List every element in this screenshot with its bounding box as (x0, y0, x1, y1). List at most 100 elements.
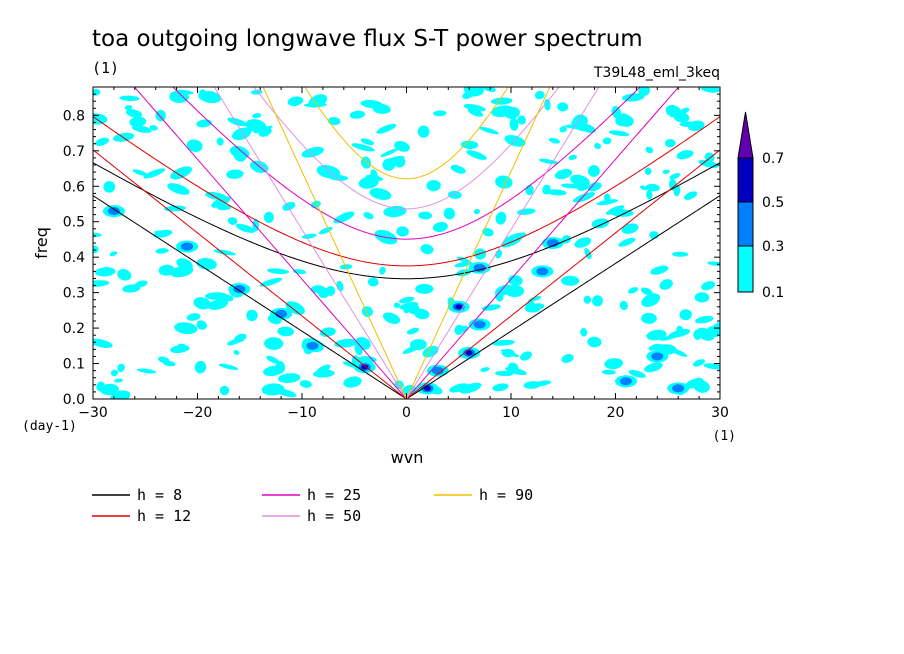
kelvin-curve (262, 87, 551, 399)
contour-blob (554, 168, 573, 180)
contour-blob (420, 244, 434, 255)
peak-contour-mid (619, 377, 632, 386)
x-tick-label: 20 (607, 405, 625, 421)
x-tick-label: −10 (287, 405, 317, 421)
colorbar-label: 0.1 (762, 285, 784, 301)
contour-blob (170, 344, 190, 354)
kelvin-curve (93, 195, 720, 399)
x-tick-label: −20 (183, 405, 213, 421)
contour-blob (246, 309, 258, 322)
contour-blob (319, 327, 336, 337)
contour-blob (672, 251, 689, 257)
contour-blob (233, 151, 246, 162)
contour-blob (218, 363, 239, 371)
contour-blob (109, 251, 118, 257)
contour-blob (572, 192, 596, 203)
contour-blob (227, 117, 247, 127)
peak-contour-mid (306, 341, 319, 350)
contour-blob (186, 313, 201, 321)
contour-blob (193, 297, 211, 310)
contour-blob (174, 322, 198, 335)
contour-blob (524, 304, 541, 313)
legend-label: h = 25 (307, 486, 361, 504)
contour-blob (645, 183, 660, 192)
contour-blob (596, 199, 619, 206)
contour-blob (685, 377, 704, 389)
contour-blob (460, 140, 479, 150)
contour-blob (561, 275, 580, 286)
contour-blob (406, 327, 419, 335)
kelvin-curve (213, 87, 600, 399)
y-tick-label: 0.3 (63, 286, 85, 302)
contour-blob (641, 312, 657, 324)
y-tick-label: 0.6 (63, 179, 85, 195)
contour-blob (325, 286, 336, 296)
contour-blob (591, 295, 604, 307)
contour-blob (216, 137, 224, 146)
contour-blob (266, 355, 280, 364)
peak-contour-mid (233, 285, 246, 294)
contour-blob (277, 373, 301, 383)
contour-blob (713, 322, 720, 329)
contour-blob (644, 362, 663, 373)
contour-blob (466, 150, 487, 160)
x-axis-units: (1) (713, 429, 736, 444)
contour-blob (621, 223, 639, 234)
contour-blob (517, 115, 526, 125)
contour-blob (403, 306, 410, 314)
run-name: T39L48_eml_3keq (593, 65, 720, 81)
contour-blob (361, 306, 373, 317)
contour-blob (501, 348, 515, 358)
contour-blob (194, 360, 207, 374)
contour-blob (694, 292, 710, 303)
y-axis: 0.0 0.1 0.2 0.3 0.4 0.5 0.6 0.7 0.8 (63, 93, 720, 408)
spectrum-background-contours (93, 87, 720, 399)
contour-blob (542, 184, 551, 195)
contour-blob (703, 363, 720, 370)
contour-blob (684, 191, 698, 200)
x-tick-label: 10 (502, 405, 520, 421)
contour-blob (447, 190, 462, 199)
contour-blob (482, 227, 494, 237)
y-tick-label: 0.5 (63, 215, 85, 231)
contour-blob (495, 370, 514, 377)
contour-blob (587, 165, 600, 177)
y-tick-label: 0.1 (63, 357, 85, 373)
contour-blob (495, 211, 507, 225)
contour-blob (433, 110, 447, 117)
contour-blob (580, 328, 588, 337)
contour-blob (659, 279, 673, 290)
contour-blob (602, 137, 612, 145)
inertia-gravity-curve (93, 162, 720, 280)
contour-blob (367, 277, 379, 287)
contour-blob (618, 237, 636, 247)
contour-blob (149, 125, 158, 131)
contour-blob (662, 169, 670, 174)
contour-blob (534, 90, 545, 100)
kelvin-curve (133, 87, 680, 399)
legend-label: h = 90 (479, 486, 533, 504)
contour-blob (95, 137, 110, 146)
contour-blob (316, 364, 331, 374)
contour-blob (628, 369, 646, 378)
kelvin-curve (93, 149, 720, 399)
colorbar-extend-arrow (737, 111, 754, 159)
contour-blob (644, 167, 652, 176)
contour-blob (611, 106, 622, 119)
contour-blob (561, 183, 581, 189)
contour-blob (638, 87, 651, 97)
contour-blob (235, 223, 256, 233)
contour-blob (491, 339, 515, 346)
contour-blob (418, 211, 433, 220)
contour-blob (259, 277, 283, 287)
contour-blob (318, 226, 333, 235)
contour-blob (143, 168, 166, 179)
inertia-gravity-curve (172, 87, 641, 240)
contour-blob (393, 302, 401, 308)
contour-blob (95, 267, 116, 277)
legend-label: h = 50 (307, 507, 361, 525)
contour-blob (676, 325, 684, 336)
contour-blob (155, 109, 166, 122)
contour-blob (570, 174, 590, 187)
contour-blob (110, 369, 119, 377)
